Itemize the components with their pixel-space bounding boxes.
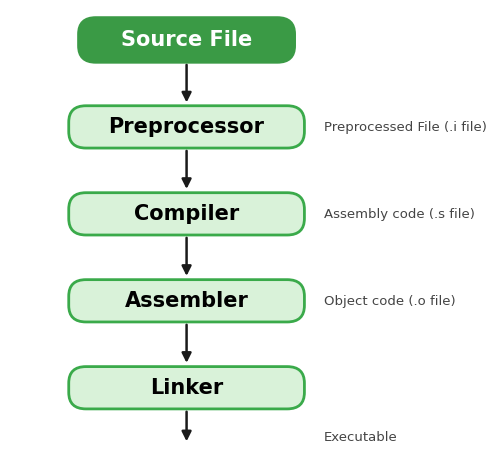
- FancyBboxPatch shape: [79, 17, 295, 62]
- Text: Preprocessor: Preprocessor: [109, 117, 265, 137]
- FancyBboxPatch shape: [69, 280, 304, 322]
- Text: Assembly code (.s file): Assembly code (.s file): [324, 208, 475, 221]
- Text: Linker: Linker: [150, 378, 223, 398]
- Text: Preprocessed File (.i file): Preprocessed File (.i file): [324, 121, 487, 134]
- Text: Source File: Source File: [121, 30, 252, 50]
- FancyBboxPatch shape: [69, 106, 304, 148]
- Text: Executable: Executable: [324, 431, 398, 444]
- FancyBboxPatch shape: [69, 193, 304, 235]
- Text: Assembler: Assembler: [125, 291, 248, 311]
- FancyBboxPatch shape: [69, 367, 304, 409]
- Text: Compiler: Compiler: [134, 204, 239, 224]
- Text: Object code (.o file): Object code (.o file): [324, 295, 456, 308]
